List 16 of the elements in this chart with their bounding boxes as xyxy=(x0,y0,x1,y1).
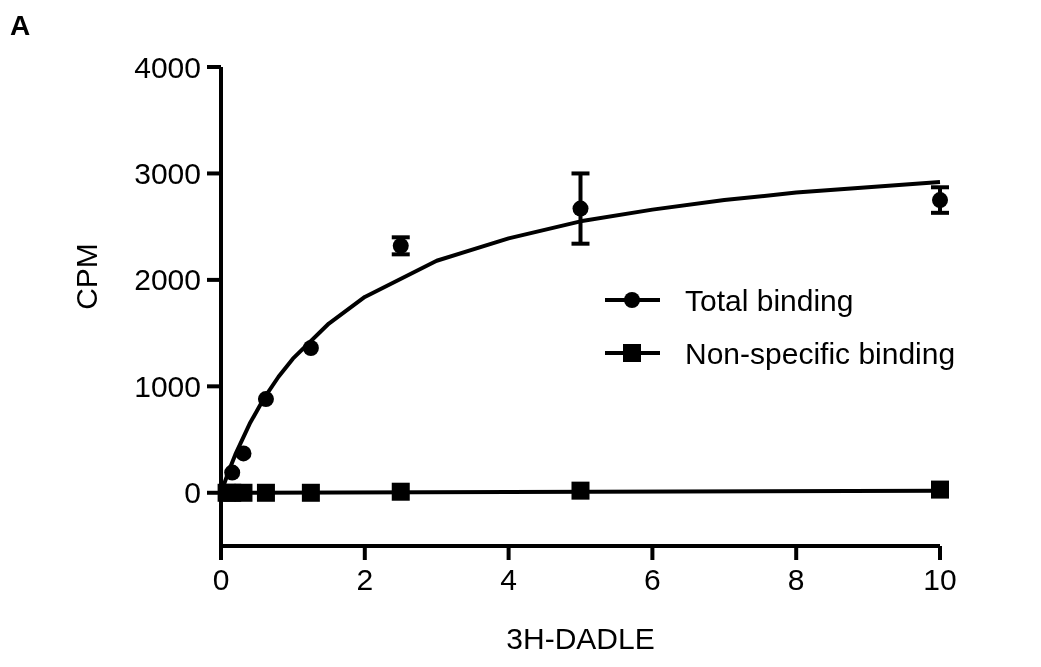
y-tick-label: 4000 xyxy=(134,50,201,84)
legend-label: Total binding xyxy=(685,283,854,317)
y-axis-title: CPM xyxy=(70,243,103,310)
x-tick-label: 10 xyxy=(923,563,957,596)
text: A xyxy=(10,10,31,41)
y-tick-label: 1000 xyxy=(134,369,201,403)
x-axis-title: 3H-DADLE xyxy=(506,622,655,655)
x-tick-label: 0 xyxy=(212,563,230,596)
y-tick-label: 3000 xyxy=(134,156,201,190)
legend-label: Non-specific binding xyxy=(685,336,956,370)
x-tick-label: 4 xyxy=(500,563,517,596)
x-tick-label: 2 xyxy=(356,563,374,596)
y-tick-label: 2000 xyxy=(134,263,201,297)
x-tick-label: 6 xyxy=(644,563,661,596)
y-tick-label: 0 xyxy=(184,476,201,510)
x-tick-label: 8 xyxy=(787,563,805,596)
